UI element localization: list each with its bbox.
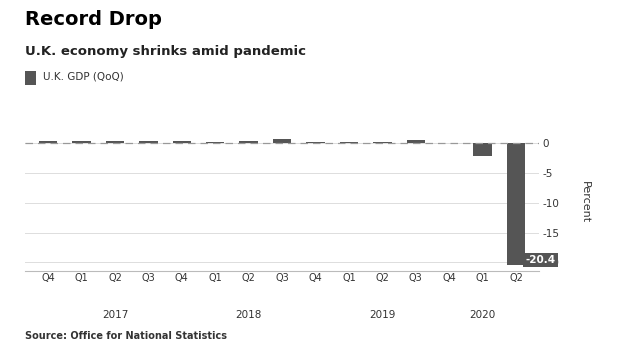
Bar	[106, 141, 124, 143]
Bar	[507, 143, 525, 265]
Bar	[407, 140, 425, 143]
Y-axis label: Percent: Percent	[580, 181, 590, 223]
Text: 2018: 2018	[236, 310, 262, 320]
Bar	[73, 141, 91, 143]
Bar	[306, 142, 325, 143]
Bar	[39, 141, 58, 143]
Text: 2019: 2019	[369, 310, 396, 320]
Bar	[373, 142, 392, 143]
Bar	[239, 141, 258, 143]
Text: -20.4: -20.4	[525, 255, 556, 265]
Text: U.K. GDP (QoQ): U.K. GDP (QoQ)	[43, 72, 124, 81]
Bar	[474, 143, 492, 156]
Bar	[140, 141, 157, 143]
Bar	[172, 141, 191, 143]
Text: 2020: 2020	[469, 310, 496, 320]
Bar	[206, 142, 224, 143]
Bar	[340, 142, 358, 143]
Text: Record Drop: Record Drop	[25, 10, 162, 30]
Text: 2017: 2017	[102, 310, 128, 320]
Text: Source: Office for National Statistics: Source: Office for National Statistics	[25, 331, 227, 341]
Text: U.K. economy shrinks amid pandemic: U.K. economy shrinks amid pandemic	[25, 45, 306, 58]
Bar	[273, 140, 291, 143]
